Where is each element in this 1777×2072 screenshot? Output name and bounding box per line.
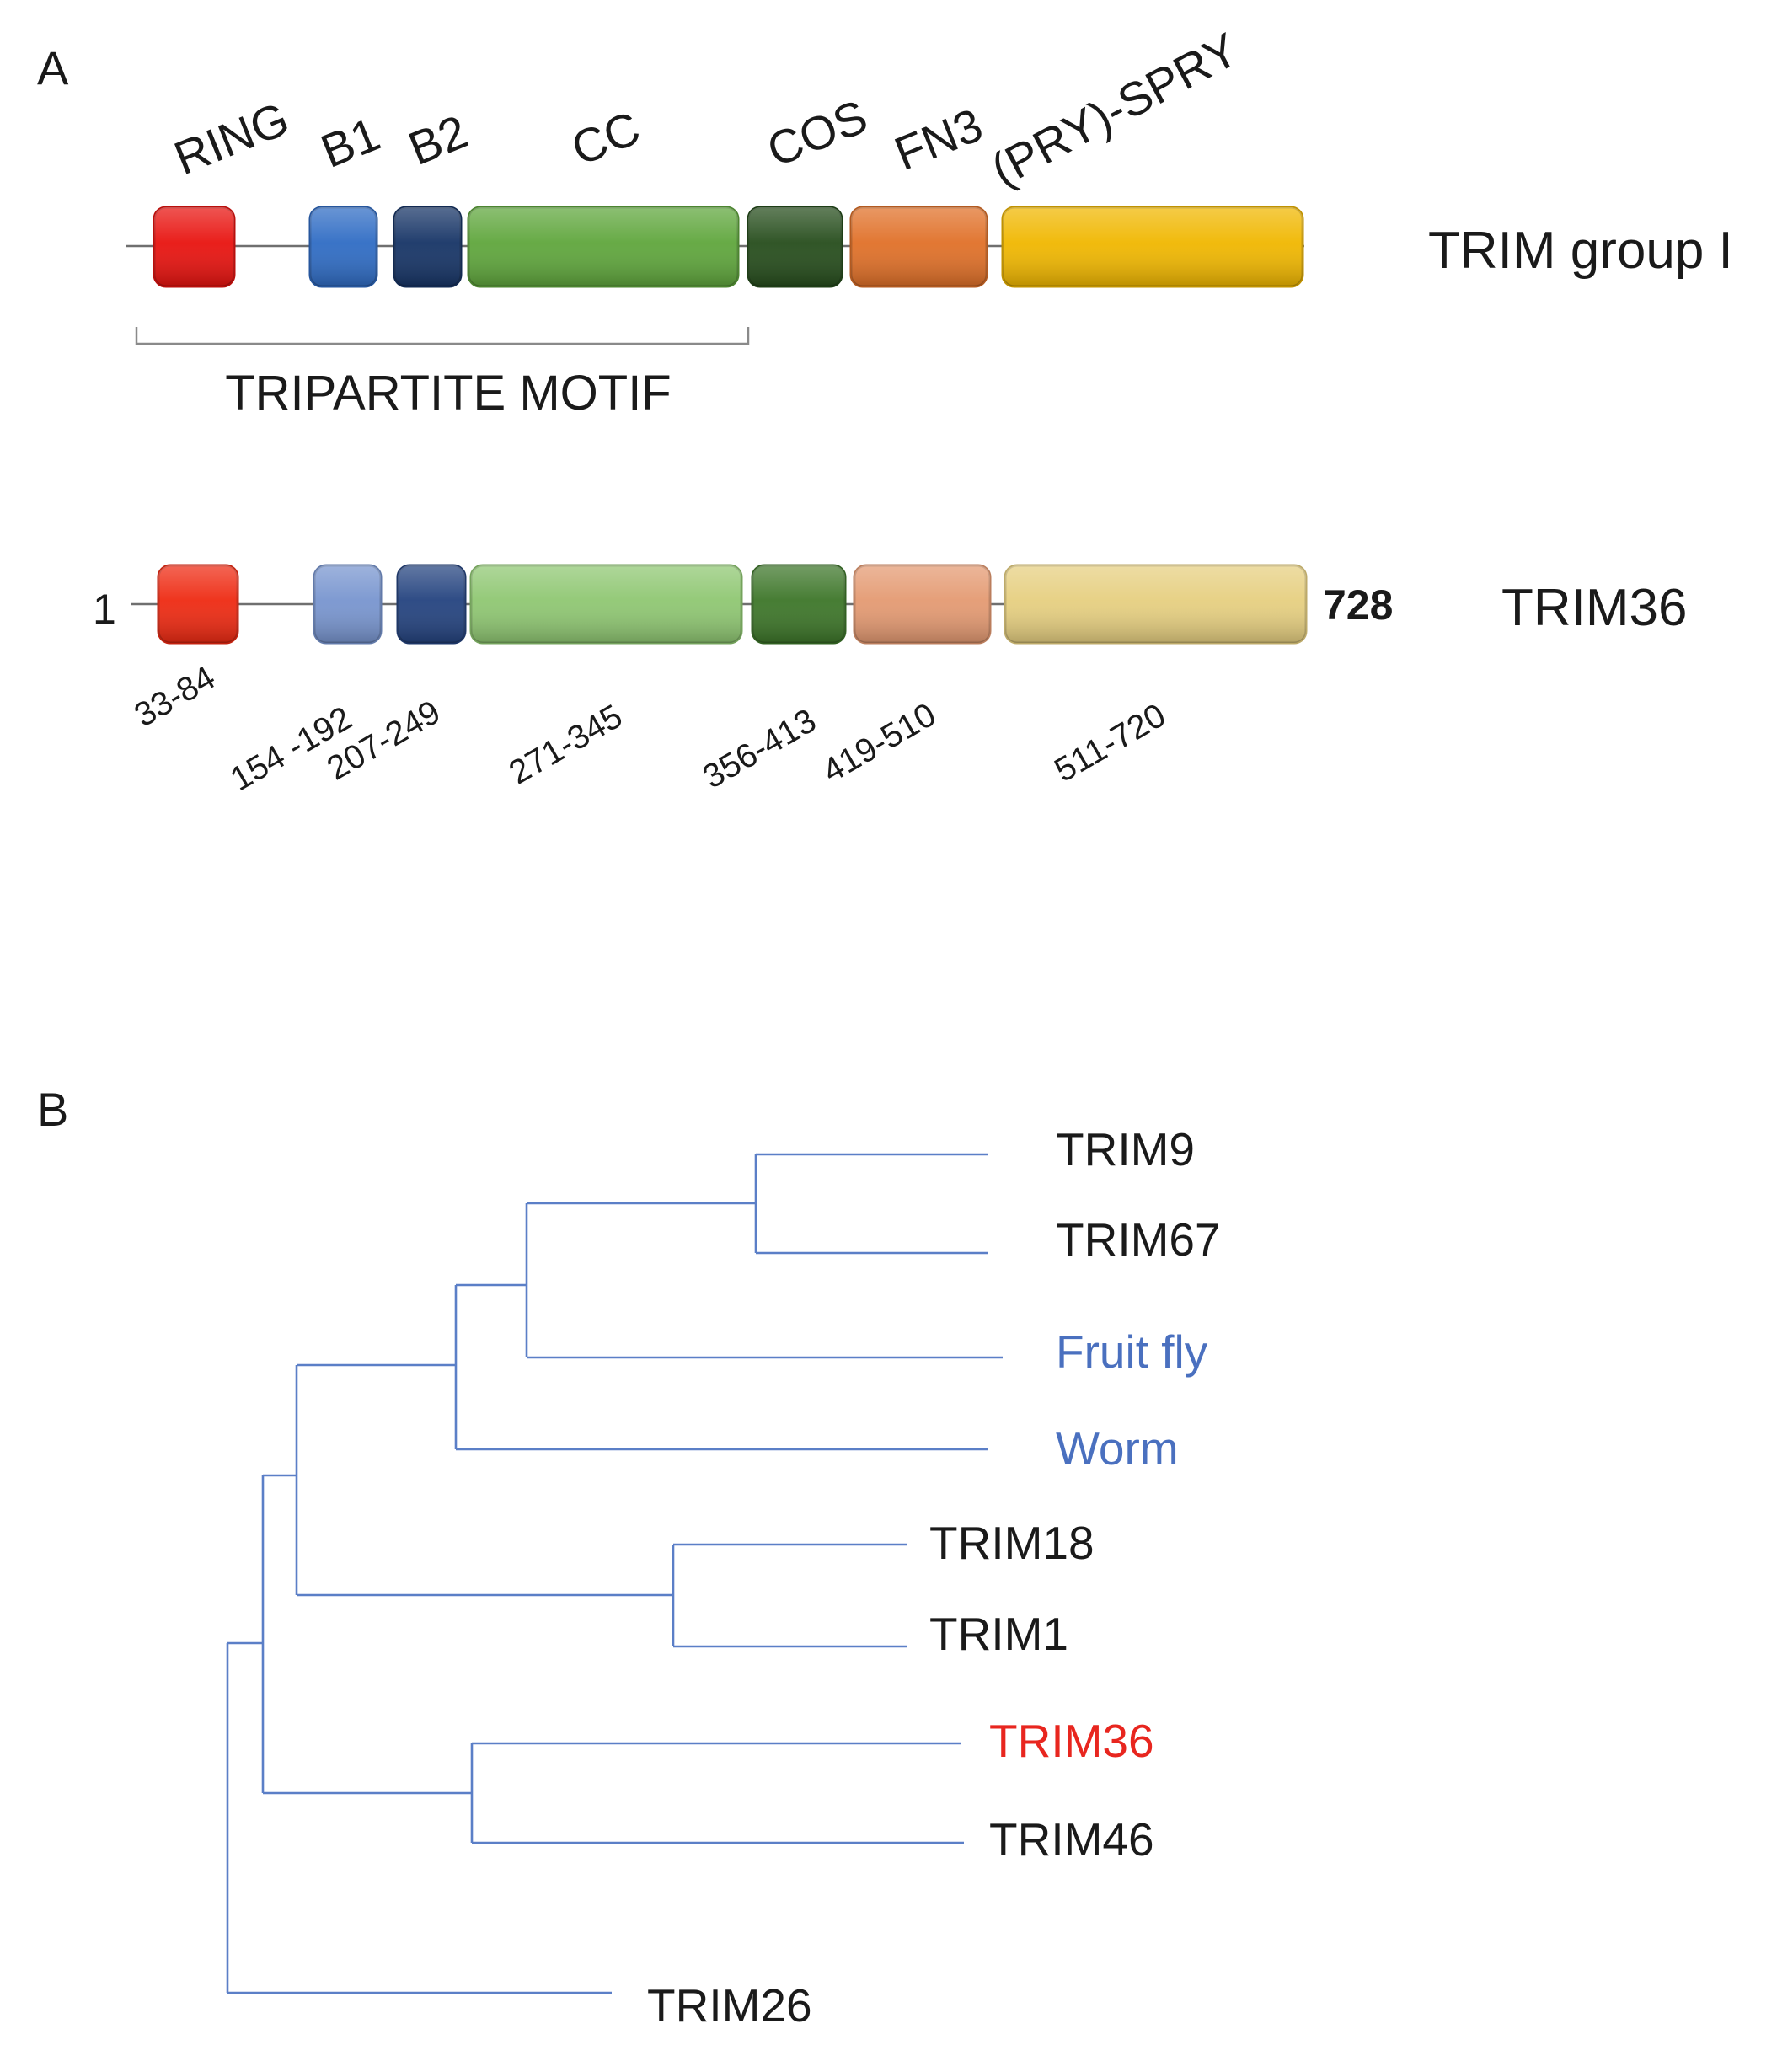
group-i-ring-domain-shading — [154, 207, 234, 286]
trim36-fn3-domain-shading — [854, 565, 990, 643]
leaf-label-trim1: TRIM1 — [929, 1608, 1068, 1660]
group-i-pry-spry-domain-label: (PRY)-SPRY — [982, 22, 1246, 196]
group-i-b1-domain-label: B1 — [313, 107, 387, 178]
trim-group-i-domain-row: RING B1 B2 CC COS FN3(PRY)-SPRY — [126, 22, 1304, 288]
group-i-cc-domain-shading — [468, 207, 738, 286]
trim36-ring-domain-shading — [158, 565, 238, 643]
tripartite-motif-bracket — [135, 327, 750, 345]
group-i-cos-domain-shading — [748, 207, 842, 286]
trim36-cos-range-label: 356-413 — [697, 702, 822, 796]
phylogenetic-tree — [226, 1153, 1003, 1994]
group-i-cc-domain-label: CC — [564, 101, 647, 176]
trim36-pry-spry-domain-shading — [1005, 565, 1306, 643]
trim36-cc-range-label: 271-345 — [503, 698, 629, 792]
leaf-label-worm: Worm — [1056, 1422, 1179, 1475]
group-i-ring-domain-label: RING — [167, 91, 296, 185]
trim36-row-label: TRIM36 — [1501, 579, 1687, 637]
panel-a-letter: A — [37, 41, 69, 94]
group-i-b1-domain-shading — [310, 207, 377, 286]
trim36-start-position: 1 — [93, 586, 116, 633]
trim36-end-position: 728 — [1323, 581, 1393, 629]
trim36-fn3-range-label: 419-510 — [816, 696, 942, 790]
leaf-label-trim67: TRIM67 — [1056, 1213, 1221, 1266]
group-i-label: TRIM group I — [1428, 222, 1733, 280]
group-i-cos-domain-label: COS — [760, 89, 875, 177]
leaf-label-trim9: TRIM9 — [1056, 1123, 1195, 1175]
trim36-cc-domain-shading — [471, 565, 741, 643]
group-i-fn3-domain-shading — [851, 207, 987, 286]
group-i-b2-domain-label: B2 — [401, 104, 474, 175]
leaf-label-trim36: TRIM36 — [989, 1715, 1154, 1767]
group-i-b2-domain-shading — [394, 207, 461, 286]
trim36-cos-domain-shading — [752, 565, 845, 643]
group-i-fn3-domain-label: FN3 — [887, 98, 990, 180]
leaf-label-fruit-fly: Fruit fly — [1056, 1325, 1208, 1378]
group-i-pry-spry-domain-shading — [1003, 207, 1303, 286]
trim36-ring-range-label: 33-84 — [128, 659, 222, 734]
tripartite-motif-label: TRIPARTITE MOTIF — [225, 366, 672, 420]
panel-b-letter: B — [37, 1083, 68, 1136]
leaf-label-trim46: TRIM46 — [989, 1813, 1154, 1866]
leaf-label-trim18: TRIM18 — [929, 1517, 1095, 1569]
leaf-label-trim26: TRIM26 — [647, 1979, 812, 2032]
trim36-b1-domain-shading — [314, 565, 381, 643]
trim36-b2-domain-shading — [398, 565, 465, 643]
trim36-pry-spry-range-label: 511-720 — [1048, 697, 1172, 790]
